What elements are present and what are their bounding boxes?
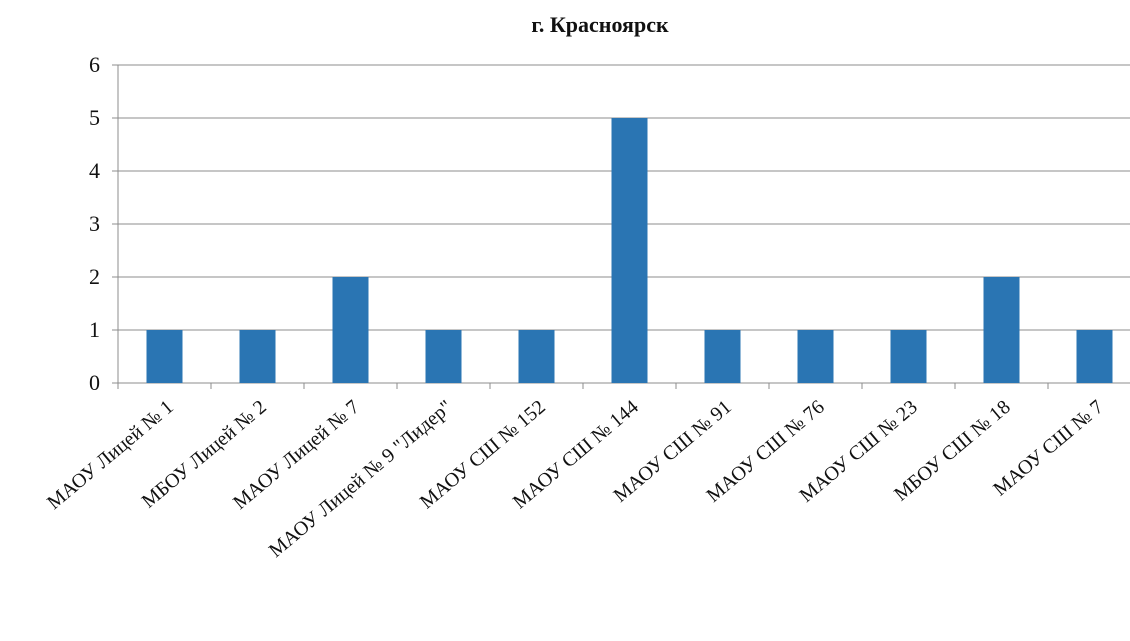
bar bbox=[518, 330, 555, 383]
x-tick-label: МАОУ Лицей № 9 "Лидер" bbox=[265, 396, 457, 562]
y-tick-label: 0 bbox=[89, 370, 100, 395]
y-tick-label: 3 bbox=[89, 211, 100, 236]
bar bbox=[1076, 330, 1113, 383]
bar bbox=[425, 330, 462, 383]
bar bbox=[332, 277, 369, 383]
y-tick-label: 5 bbox=[89, 105, 100, 130]
bar bbox=[797, 330, 834, 383]
bar bbox=[146, 330, 183, 383]
y-tick-label: 2 bbox=[89, 264, 100, 289]
bar bbox=[890, 330, 927, 383]
y-tick-label: 1 bbox=[89, 317, 100, 342]
bar bbox=[704, 330, 741, 383]
chart-title: г. Красноярск bbox=[531, 12, 669, 37]
y-tick-label: 6 bbox=[89, 52, 100, 77]
bar bbox=[239, 330, 276, 383]
bar bbox=[611, 118, 648, 383]
y-tick-label: 4 bbox=[89, 158, 100, 183]
bar bbox=[983, 277, 1020, 383]
